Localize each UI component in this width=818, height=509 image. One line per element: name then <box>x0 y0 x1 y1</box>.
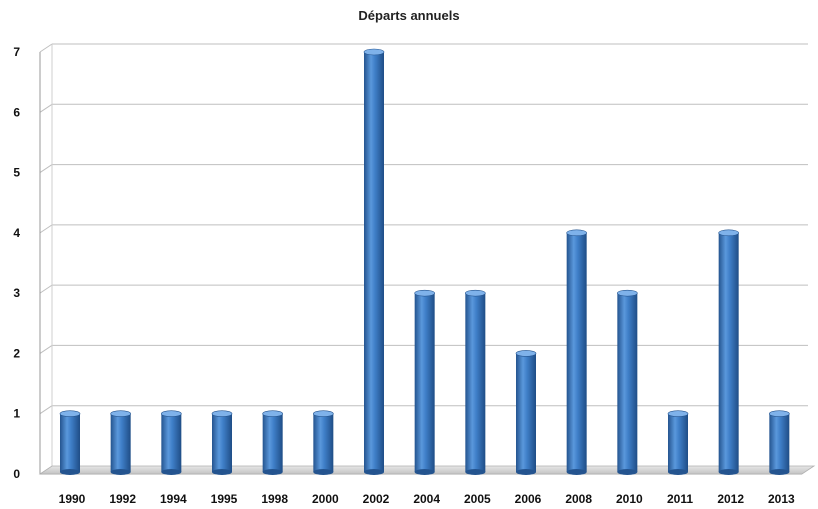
gridline-side <box>39 224 53 234</box>
bar-base <box>465 469 486 475</box>
y-tick-label: 1 <box>13 407 20 421</box>
y-tick-label: 4 <box>13 226 20 240</box>
gridline-side <box>39 164 53 173</box>
x-tick-label: 2013 <box>768 492 795 506</box>
y-axis-tick-labels: 0 1 2 3 4 5 6 7 <box>13 45 20 481</box>
bar-base <box>262 469 283 475</box>
grid-lines <box>39 43 808 415</box>
bar-body <box>313 413 334 472</box>
bar-2013 <box>769 410 790 475</box>
bar-top <box>363 48 385 56</box>
x-tick-label: 2002 <box>363 492 390 506</box>
x-tick-label: 2010 <box>616 492 643 506</box>
x-tick-label: 2011 <box>667 492 693 506</box>
gridline-side <box>39 103 53 113</box>
bar-2002 <box>363 48 385 475</box>
bar-top <box>313 410 334 418</box>
bar-base <box>110 469 131 475</box>
bar-body <box>718 232 739 472</box>
x-tick-label: 1998 <box>261 492 288 506</box>
bar-base <box>769 469 790 475</box>
bar-top <box>566 229 587 237</box>
bar-body <box>516 353 536 472</box>
bar-base <box>414 469 435 475</box>
bar-top <box>262 410 283 418</box>
bar-2000 <box>313 410 334 475</box>
bar-1990 <box>59 410 81 475</box>
bar-1994 <box>161 410 182 475</box>
x-tick-label: 2000 <box>312 492 339 506</box>
bar-2012 <box>718 229 739 475</box>
y-tick-label: 3 <box>13 286 20 300</box>
bar-body <box>769 413 790 472</box>
bar-body <box>465 293 486 472</box>
bar-top <box>211 410 233 418</box>
gridline-side <box>39 284 53 294</box>
gridline-side <box>39 43 53 53</box>
bar-base <box>718 469 739 475</box>
bar-2010 <box>617 289 638 475</box>
x-tick-label: 1992 <box>109 492 136 506</box>
bar-body <box>364 52 384 472</box>
bar-body <box>262 413 283 472</box>
bars <box>59 48 790 475</box>
bar-top <box>110 410 131 418</box>
gridline-side <box>39 345 53 354</box>
y-tick-label: 2 <box>13 346 20 360</box>
x-tick-label: 2008 <box>565 492 592 506</box>
x-tick-label: 1990 <box>59 492 86 506</box>
bar-base <box>566 469 587 475</box>
bar-2011 <box>667 410 689 475</box>
x-tick-label: 2006 <box>515 492 542 506</box>
bar-1992 <box>110 410 131 475</box>
x-tick-label: 1995 <box>211 492 238 506</box>
bar-base <box>212 469 232 475</box>
bar-top <box>515 350 537 357</box>
gridline-side <box>39 405 53 415</box>
bar-body <box>60 413 80 472</box>
bar-top <box>769 410 790 418</box>
x-tick-label: 2005 <box>464 492 491 506</box>
bar-top <box>667 410 689 418</box>
y-tick-label: 0 <box>13 467 20 481</box>
bar-top <box>414 289 435 297</box>
x-tick-label: 2004 <box>413 492 440 506</box>
chart-title: Départs annuels <box>358 8 460 23</box>
y-tick-label: 5 <box>13 166 20 180</box>
bar-body <box>161 413 182 472</box>
bar-body <box>414 293 435 472</box>
bar-1998 <box>262 410 283 475</box>
bar-2008 <box>566 229 587 475</box>
bar-base <box>60 469 80 475</box>
x-axis-tick-labels: 1990 1992 1994 1995 1998 2000 2002 2004 2005 2006… <box>59 492 795 506</box>
bar-base <box>516 469 536 475</box>
bar-top <box>718 229 739 237</box>
bar-base <box>313 469 334 475</box>
x-tick-label: 1994 <box>160 492 187 506</box>
bar-2006 <box>515 350 537 475</box>
bar-body <box>212 413 232 472</box>
bar-body <box>668 413 688 472</box>
y-tick-label: 7 <box>13 45 20 59</box>
y-tick-label: 6 <box>13 105 20 119</box>
x-tick-label: 2012 <box>717 492 744 506</box>
bar-1995 <box>211 410 233 475</box>
bar-base <box>668 469 688 475</box>
bar-top <box>465 289 486 297</box>
bar-top <box>161 410 182 418</box>
bar-top <box>617 289 638 297</box>
bar-base <box>161 469 182 475</box>
bar-top <box>59 410 81 418</box>
bar-body <box>617 293 638 472</box>
bar-base <box>617 469 638 475</box>
bar-body <box>566 232 587 472</box>
bar-2005 <box>465 289 486 475</box>
bar-2004 <box>414 289 435 475</box>
bar-body <box>110 413 131 472</box>
bar-base <box>364 469 384 475</box>
